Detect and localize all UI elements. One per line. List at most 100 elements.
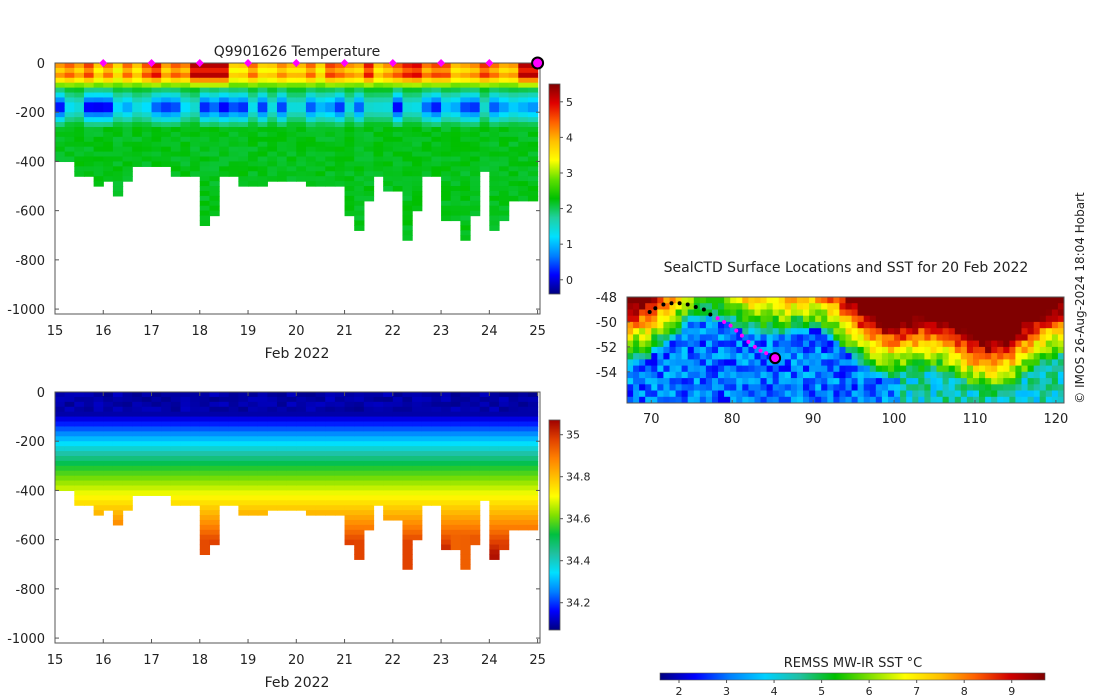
sst-cell	[863, 303, 871, 310]
section-cell	[334, 122, 346, 128]
section-cell	[363, 460, 375, 467]
sst-cell	[821, 390, 828, 398]
sst-cell	[742, 396, 749, 403]
section-cell	[450, 455, 461, 462]
sst-cell	[718, 396, 725, 403]
sst-cell	[1045, 328, 1053, 335]
sst-cell	[936, 359, 944, 367]
section-cell	[151, 480, 162, 487]
sst-cell	[857, 346, 865, 354]
section-cell	[354, 495, 365, 501]
section-cell	[354, 441, 365, 447]
sst-cell	[845, 309, 853, 317]
section-cell	[112, 151, 124, 158]
section-cell	[470, 205, 481, 212]
sst-cell	[639, 328, 646, 335]
sst-cell	[930, 297, 938, 304]
section-cell	[141, 97, 153, 103]
section-cell	[479, 146, 490, 153]
sst-cell	[663, 321, 670, 329]
sst-cell	[942, 365, 950, 373]
section-cell	[412, 136, 423, 143]
sst-cell	[985, 297, 992, 304]
section-cell	[315, 117, 326, 123]
sst-cell	[1033, 384, 1041, 391]
section-cell	[508, 171, 519, 177]
sst-cell	[724, 328, 731, 335]
section-cell	[518, 63, 529, 69]
sst-cell	[1057, 378, 1064, 385]
sst-cell	[675, 390, 683, 398]
section-cell	[122, 441, 133, 447]
sst-cell	[839, 396, 846, 403]
sst-cell	[718, 346, 725, 354]
section-cell	[209, 146, 220, 153]
section-cell	[527, 485, 539, 492]
section-cell	[363, 500, 375, 506]
section-cell	[248, 87, 259, 94]
section-cell	[498, 151, 510, 158]
profile-marker	[437, 59, 446, 67]
sst-cell	[790, 309, 798, 317]
section-cell	[228, 151, 239, 158]
section-cell	[180, 441, 191, 447]
section-cell	[296, 401, 307, 408]
sst-cell	[784, 321, 792, 329]
section-cell	[527, 406, 539, 413]
sst-cell	[748, 390, 755, 398]
section-cell	[412, 451, 423, 457]
section-cell	[489, 519, 500, 526]
section-cell	[363, 82, 375, 89]
sst-cell	[718, 384, 725, 391]
section-cell	[498, 401, 510, 408]
section-cell	[498, 396, 510, 403]
section-cell	[74, 117, 85, 123]
section-cell	[508, 411, 519, 418]
section-cell	[402, 490, 413, 496]
section-cell	[392, 421, 404, 428]
section-cell	[276, 63, 288, 69]
section-cell	[431, 156, 442, 163]
section-cell	[315, 510, 326, 516]
section-cell	[498, 107, 510, 113]
section-cell	[83, 97, 95, 103]
temperature-xlabel: Feb 2022	[265, 346, 330, 362]
sst-cell	[712, 340, 719, 348]
sst-cell	[633, 353, 640, 360]
section-cell	[93, 411, 104, 418]
section-cell	[248, 485, 259, 492]
sst-cell	[936, 297, 944, 304]
section-cell	[354, 436, 365, 442]
section-cell	[354, 87, 365, 94]
section-cell	[161, 490, 172, 496]
section-cell	[55, 401, 66, 408]
section-cell	[132, 87, 143, 94]
sst-cell	[888, 297, 895, 304]
section-cell	[122, 451, 133, 457]
section-cell	[363, 455, 375, 462]
section-cell	[286, 406, 297, 413]
sst-cell	[651, 390, 658, 398]
section-cell	[363, 186, 375, 192]
section-cell	[248, 107, 259, 113]
section-cell	[402, 480, 413, 487]
section-cell	[470, 460, 481, 467]
section-cell	[199, 515, 211, 521]
section-cell	[161, 451, 172, 457]
section-cell	[151, 426, 162, 432]
section-cell	[354, 171, 365, 177]
sst-cell	[1015, 297, 1022, 304]
section-cell	[170, 490, 182, 496]
section-cell	[508, 406, 519, 413]
sst-cell	[815, 334, 822, 342]
sst-cell	[942, 396, 950, 403]
section-cell	[276, 500, 288, 506]
section-cell	[325, 126, 336, 133]
section-cell	[276, 406, 288, 413]
section-cell	[122, 87, 133, 94]
section-cell	[122, 485, 133, 492]
section-cell	[238, 82, 249, 89]
section-cell	[518, 495, 529, 501]
section-cell	[151, 131, 162, 138]
section-cell	[315, 171, 326, 177]
